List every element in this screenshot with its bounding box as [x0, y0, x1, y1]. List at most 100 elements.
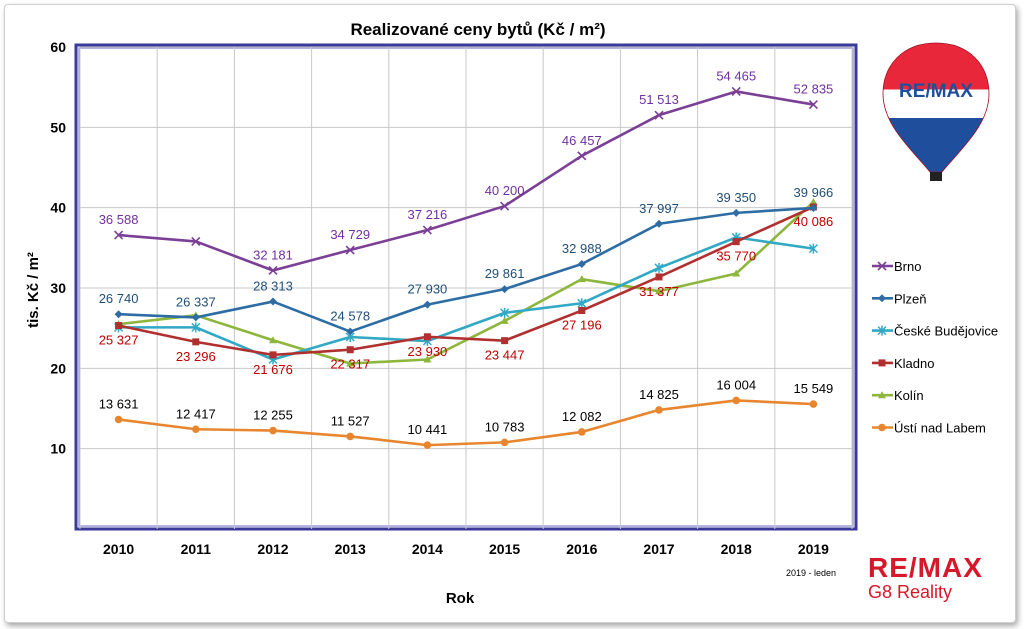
legend-label: Plzeň [894, 291, 927, 306]
data-point [655, 219, 663, 228]
data-label: 24 578 [330, 309, 370, 324]
data-point [655, 273, 663, 281]
data-label: 31 377 [639, 284, 679, 299]
data-point [809, 198, 818, 206]
data-point [577, 298, 587, 309]
data-label: 27 196 [562, 318, 602, 333]
series-0 [114, 86, 818, 276]
x-tick-label: 2013 [335, 541, 366, 557]
legend-item: Plzeň [872, 291, 927, 306]
legend: Brno Plzeň České Budějovice Kladno Kolín Ústí… [872, 259, 998, 436]
series-line [118, 236, 814, 361]
data-point [191, 236, 201, 246]
data-point [877, 261, 887, 271]
data-point [809, 203, 818, 212]
data-label: 16 004 [716, 377, 756, 392]
series-line [118, 205, 814, 357]
legend-item: České Budějovice [872, 324, 998, 339]
grid [79, 46, 853, 529]
legend-label: Kolín [894, 388, 924, 403]
data-point [500, 316, 509, 324]
data-label: 40 086 [794, 214, 834, 229]
data-point [577, 151, 587, 161]
x-tick-label: 2014 [412, 541, 443, 557]
data-point [422, 225, 432, 235]
data-label: 23 296 [176, 349, 216, 364]
series-5 [114, 396, 818, 449]
data-label: 26 740 [99, 291, 139, 306]
data-point [577, 259, 586, 268]
legend-item: Kolín [872, 388, 924, 403]
data-point [268, 265, 278, 276]
data-label: 10 783 [485, 419, 525, 434]
data-point [423, 441, 432, 449]
data-label: 28 313 [253, 279, 293, 294]
data-point [731, 86, 741, 97]
data-point [269, 426, 277, 435]
y-tick-label: 20 [50, 360, 66, 376]
data-label: 27 930 [408, 282, 448, 297]
data-point [878, 391, 886, 399]
data-label: 21 676 [253, 362, 293, 377]
data-label: 51 513 [639, 92, 679, 107]
data-point [114, 415, 123, 424]
data-point [878, 294, 886, 303]
series-line [118, 206, 814, 333]
data-point [808, 243, 818, 254]
y-tick-label: 60 [50, 39, 66, 55]
data-point [346, 432, 355, 441]
data-label: 32 988 [562, 241, 602, 256]
data-point [732, 269, 741, 277]
data-point [191, 313, 200, 322]
series-layer [114, 86, 818, 449]
data-point [114, 310, 123, 319]
series-line [118, 399, 814, 447]
data-label: 10 441 [408, 422, 448, 437]
data-point [655, 287, 663, 295]
footnote-date: 2019 - leden [786, 568, 837, 578]
agency-name: G8 Reality [868, 582, 953, 602]
data-point [191, 322, 201, 333]
data-label: 15 549 [794, 381, 834, 396]
legend-label: Kladno [894, 356, 934, 371]
data-point [732, 396, 740, 405]
data-label: 36 588 [99, 212, 139, 227]
data-label: 39 350 [716, 190, 756, 205]
data-label: 34 729 [330, 227, 370, 242]
data-label: 26 337 [176, 294, 216, 309]
y-tick-label: 50 [50, 119, 66, 135]
remax-balloon-logo: RE/MAX [882, 42, 990, 181]
data-point [878, 423, 886, 432]
data-label: 54 465 [716, 68, 756, 83]
data-label: 37 216 [408, 207, 448, 222]
x-tick-label: 2010 [103, 541, 134, 557]
data-label: 32 181 [253, 247, 293, 262]
balloon-logo-text: RE/MAX [899, 81, 973, 102]
x-tick-label: 2017 [643, 541, 674, 557]
data-label: 23 447 [485, 348, 525, 363]
x-axis-label: Rok [446, 590, 475, 607]
data-point [655, 406, 663, 414]
legend-item: Brno [872, 259, 921, 274]
y-tick-label: 30 [50, 280, 66, 296]
x-tick-label: 2011 [181, 541, 212, 557]
data-point [192, 425, 200, 434]
data-label: 29 861 [485, 266, 525, 281]
data-point [269, 351, 277, 359]
data-label: 35 770 [716, 249, 756, 264]
legend-item: Ústí nad Labem [872, 421, 986, 436]
data-label: 12 417 [176, 406, 216, 421]
data-label: 13 631 [99, 396, 139, 411]
data-point [269, 297, 277, 306]
data-point [500, 285, 509, 294]
data-point [732, 238, 740, 246]
legend-item: Kladno [872, 356, 934, 371]
data-point [654, 262, 664, 273]
brand-name: RE/MAX [868, 552, 983, 583]
data-point [346, 346, 354, 354]
data-point [423, 333, 431, 341]
x-tick-label: 2015 [489, 541, 520, 557]
data-label: 39 966 [794, 185, 834, 200]
x-tick-label: 2018 [721, 541, 752, 557]
data-point [346, 359, 355, 367]
